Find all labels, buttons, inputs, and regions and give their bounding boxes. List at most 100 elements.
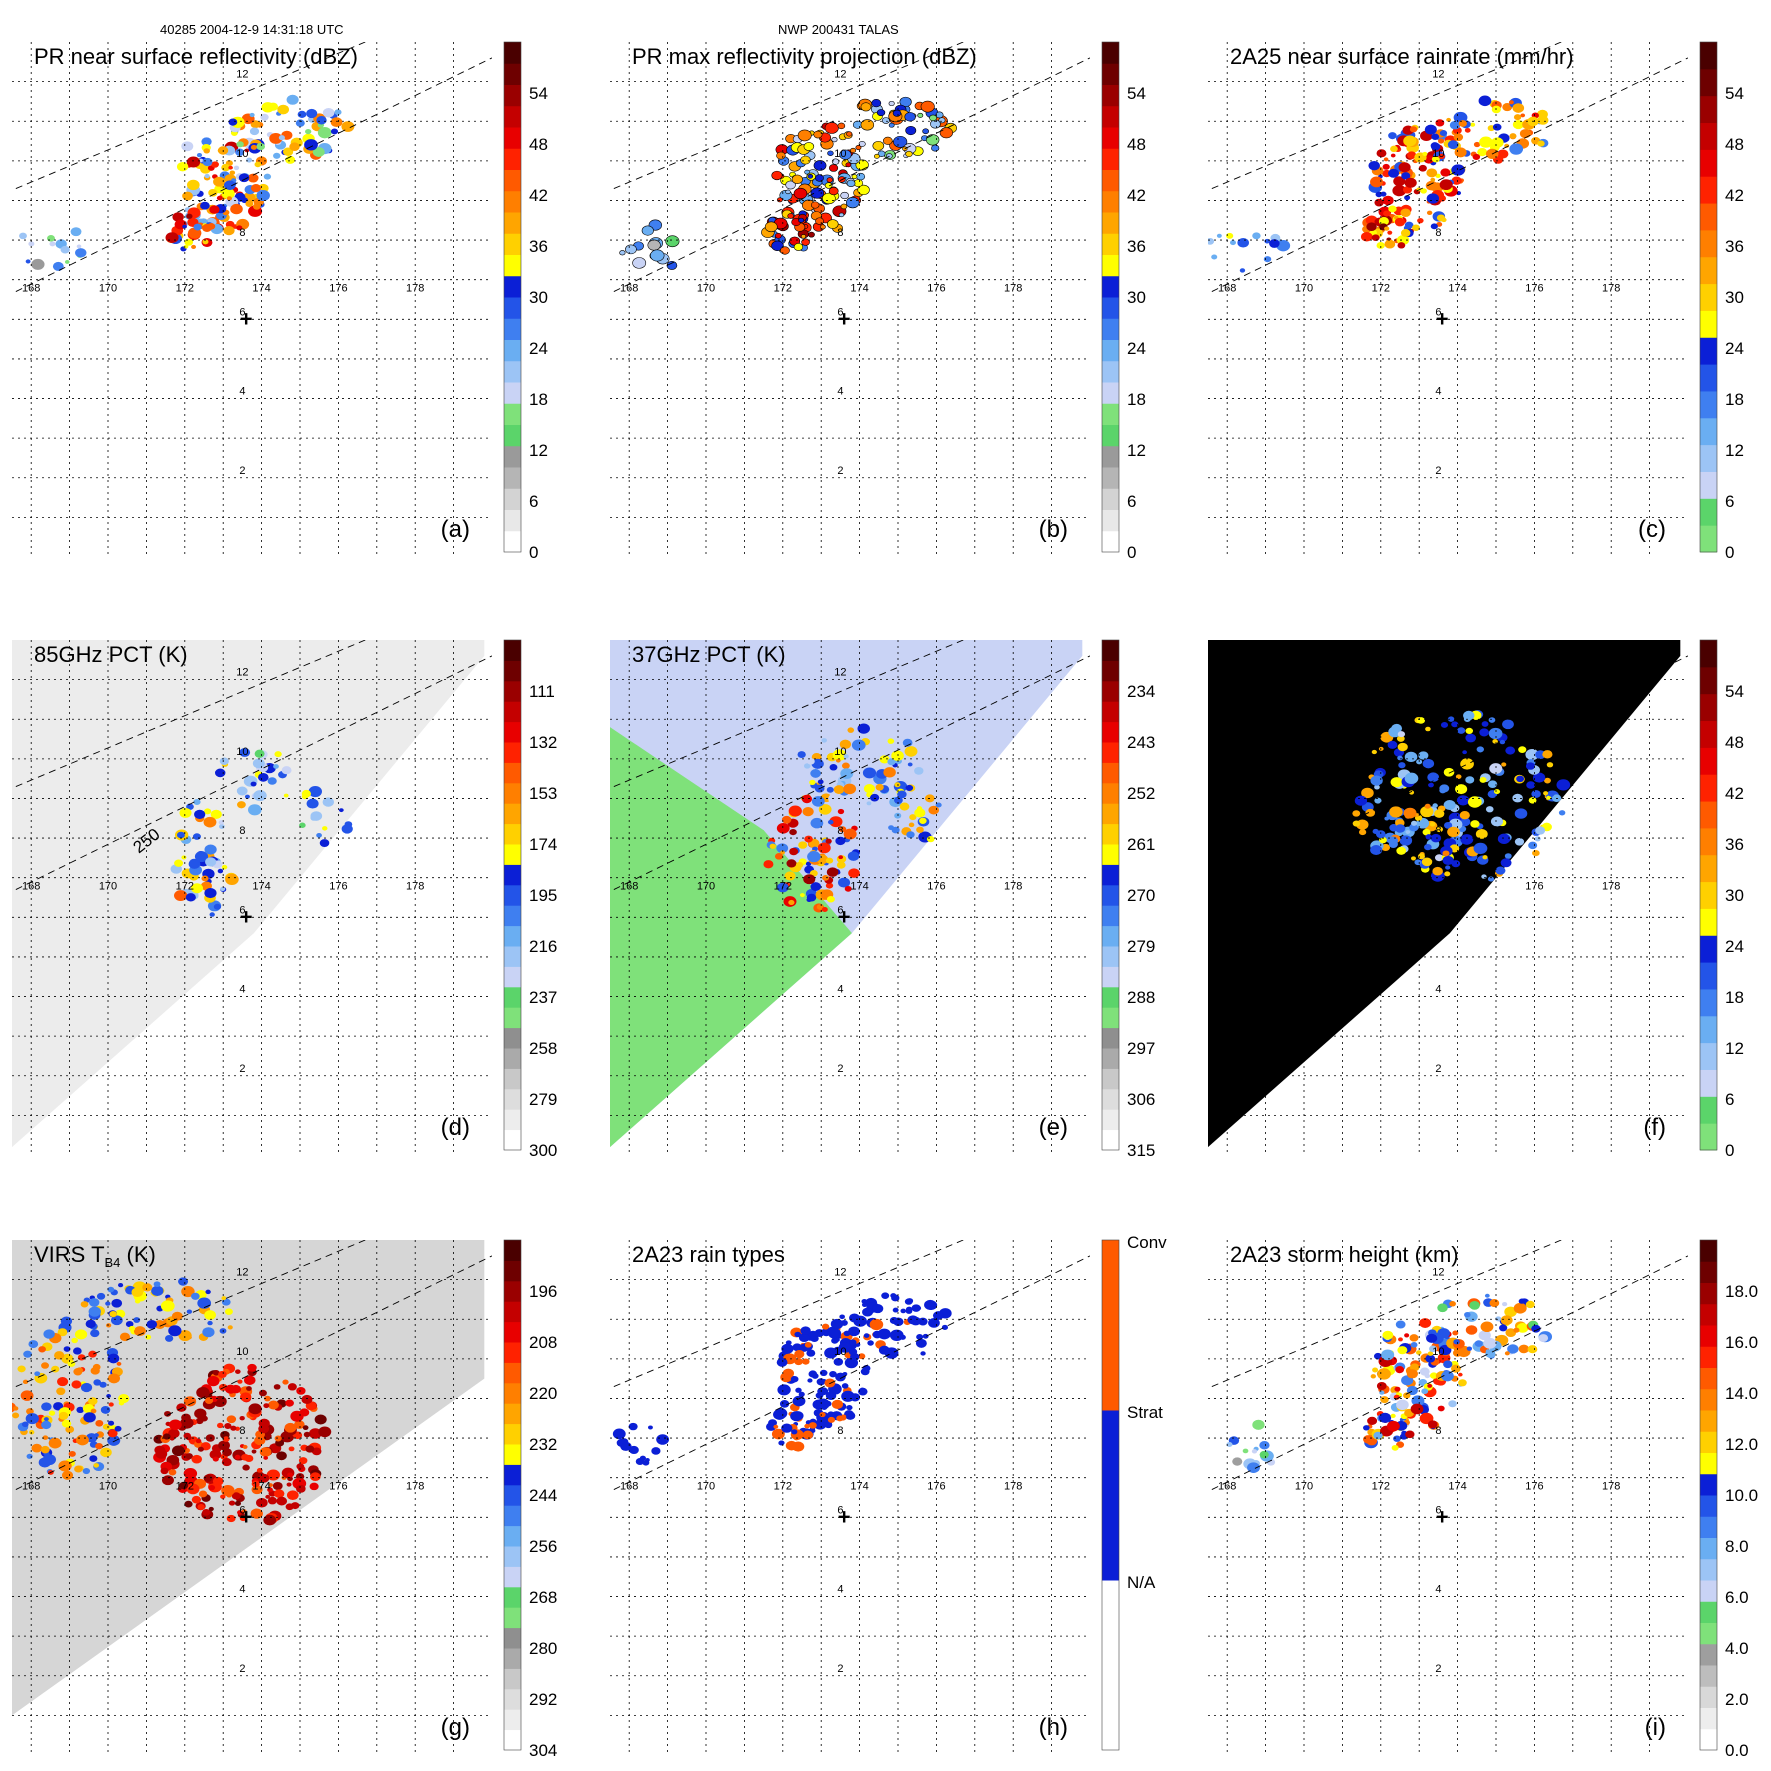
data-cell xyxy=(131,1287,144,1298)
data-cell xyxy=(1252,1419,1265,1430)
colorbar-segment xyxy=(1700,1123,1717,1151)
colorbar-tick: 261 xyxy=(1127,835,1155,854)
data-cell xyxy=(92,1363,101,1371)
data-cell xyxy=(299,822,306,828)
data-cell xyxy=(253,790,267,802)
colorbar-tick: 18 xyxy=(1127,390,1146,409)
data-cell xyxy=(322,108,335,118)
data-cell xyxy=(221,1296,227,1301)
colorbar-segment xyxy=(1102,275,1119,298)
data-cell xyxy=(1509,143,1524,155)
data-cell xyxy=(1495,1316,1502,1322)
data-cell xyxy=(240,1392,252,1402)
data-cell xyxy=(75,248,87,258)
data-cell xyxy=(309,1482,319,1491)
data-cell xyxy=(110,1315,123,1326)
data-cell xyxy=(1458,1379,1467,1387)
data-cell xyxy=(134,1299,141,1304)
data-cell xyxy=(1447,140,1459,150)
data-cell xyxy=(249,127,260,136)
data-cell xyxy=(798,1333,810,1342)
data-cell xyxy=(1424,843,1432,851)
colorbar-segment xyxy=(504,148,521,170)
data-cell xyxy=(1404,195,1411,201)
data-cell xyxy=(1435,119,1445,127)
data-cell xyxy=(1392,184,1407,197)
data-cell xyxy=(1226,232,1234,239)
data-cell xyxy=(294,1420,305,1429)
data-cell xyxy=(787,213,795,219)
data-cell xyxy=(228,165,233,170)
data-cell xyxy=(256,142,265,151)
colorbar-segment xyxy=(1102,84,1119,107)
data-cell xyxy=(860,119,875,131)
data-cell xyxy=(1367,1416,1378,1426)
data-cell xyxy=(171,1311,183,1321)
data-cell xyxy=(1488,717,1496,723)
data-cell xyxy=(105,1301,111,1306)
data-cell xyxy=(316,832,322,838)
colorbar-segment xyxy=(1102,212,1119,234)
colorbar-segment xyxy=(1102,297,1119,319)
data-cell xyxy=(858,1387,868,1396)
data-cell xyxy=(789,847,799,856)
lon-label: 174 xyxy=(252,283,270,295)
lon-label: 172 xyxy=(774,881,792,893)
data-cell xyxy=(165,232,179,243)
data-cell xyxy=(168,1428,180,1439)
data-cell xyxy=(791,1429,798,1435)
data-cell xyxy=(231,1492,241,1500)
data-cell xyxy=(193,798,201,806)
colorbar-segment xyxy=(1102,403,1119,425)
data-cell xyxy=(1411,1395,1425,1407)
data-cell xyxy=(248,1403,262,1415)
data-cell xyxy=(224,1422,232,1429)
data-cell xyxy=(838,212,845,218)
data-cell xyxy=(1422,828,1431,836)
lat-label: 2 xyxy=(837,1063,843,1075)
data-cell xyxy=(178,1330,192,1342)
data-cell xyxy=(56,1387,66,1396)
data-cell xyxy=(107,1286,115,1293)
data-cell xyxy=(41,1362,49,1369)
data-cell xyxy=(46,235,55,242)
data-cell xyxy=(829,1371,837,1378)
data-cell xyxy=(920,100,935,113)
data-cell xyxy=(17,1365,26,1373)
data-cell xyxy=(1397,731,1406,738)
data-cell xyxy=(311,1447,322,1456)
colorbar-segment xyxy=(1102,823,1119,845)
data-cell xyxy=(259,1389,267,1397)
data-cell xyxy=(1429,821,1436,827)
data-cell xyxy=(823,740,834,749)
lat-label: 8 xyxy=(239,227,245,239)
data-cell xyxy=(60,245,70,254)
data-cell xyxy=(1478,95,1492,107)
lat-label: 8 xyxy=(837,227,843,239)
data-cell xyxy=(941,1324,949,1331)
data-cell xyxy=(797,751,806,758)
data-cell xyxy=(1537,115,1549,125)
data-cell xyxy=(197,1446,204,1452)
data-cell xyxy=(268,1400,279,1410)
data-cell xyxy=(1492,123,1502,131)
data-cell xyxy=(1481,874,1487,879)
colorbar-segment xyxy=(504,986,521,1008)
data-cell xyxy=(1400,208,1411,218)
data-cell xyxy=(797,129,812,142)
lat-label: 8 xyxy=(837,825,843,837)
data-cell xyxy=(639,1455,646,1461)
data-cell xyxy=(202,1509,211,1516)
data-cell xyxy=(301,1394,313,1404)
colorbar-segment xyxy=(1102,360,1119,383)
data-cell xyxy=(1405,1430,1415,1439)
data-cell xyxy=(229,170,236,175)
data-cell xyxy=(244,1375,256,1385)
lat-label: 12 xyxy=(1432,69,1444,81)
pr-swath-edge xyxy=(1211,655,1688,890)
data-cell xyxy=(12,1412,20,1419)
data-cell xyxy=(905,125,917,136)
data-cell xyxy=(254,749,265,758)
